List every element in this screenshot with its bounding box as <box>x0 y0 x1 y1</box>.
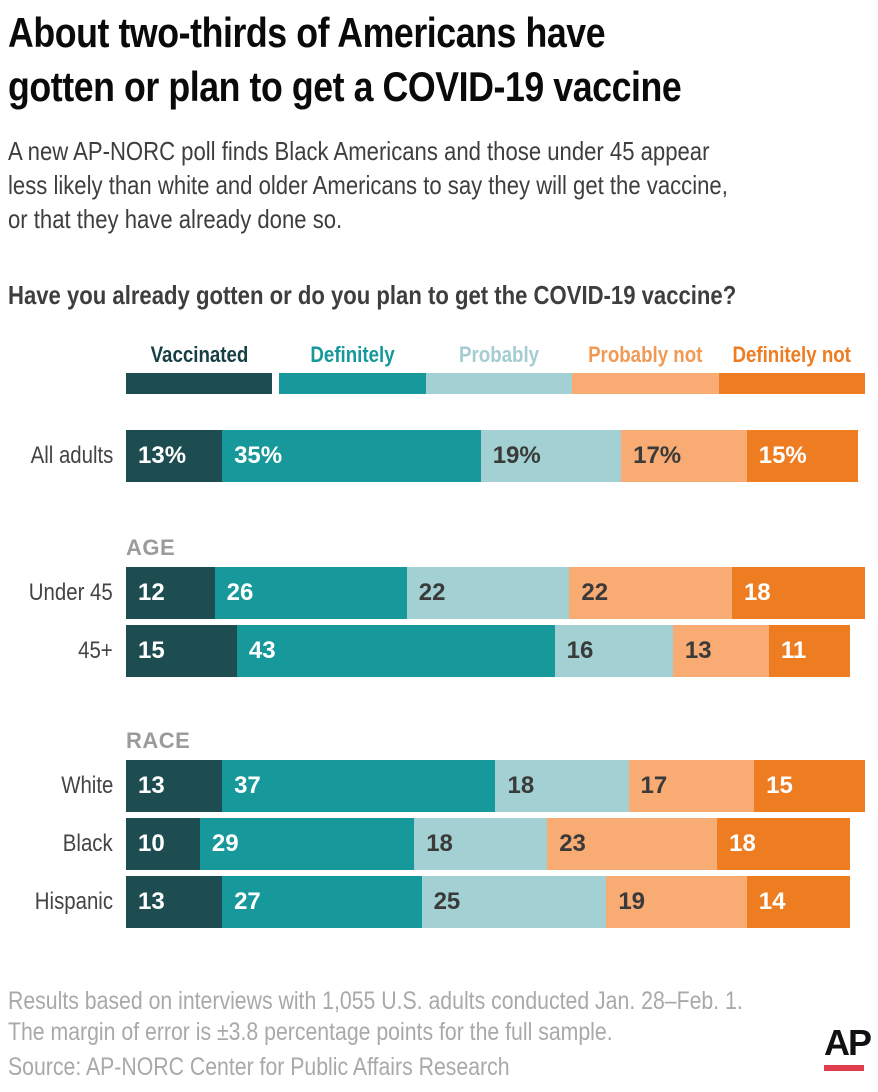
bar-segment: 18 <box>731 567 865 619</box>
bar-segment: 13 <box>672 625 769 677</box>
row-label: 45+ <box>78 637 113 664</box>
legend-label: Probably <box>458 342 540 367</box>
bar-segment: 17 <box>628 760 755 812</box>
bar-track: 10 29 18 23 18 <box>126 818 865 870</box>
bar-row: White 13 37 18 17 15 <box>8 760 865 812</box>
bar-segment: 13 <box>126 876 223 928</box>
bar-segment: 29 <box>199 818 415 870</box>
bar-segment: 14 <box>746 876 851 928</box>
ap-logo: AP <box>824 1022 872 1071</box>
legend-swatch <box>572 373 719 394</box>
bar-segment: 17% <box>621 430 747 482</box>
footnote-line-2: The margin of error is ±3.8 percentage p… <box>8 1018 613 1046</box>
bar-segment: 27 <box>222 876 422 928</box>
subtitle-line-1: A new AP-NORC poll finds Black Americans… <box>8 136 710 166</box>
bar-segment: 37 <box>222 760 496 812</box>
legend-swatch <box>279 373 426 394</box>
bar-segment: 16 <box>554 625 673 677</box>
legend-labels: Vaccinated Definitely Probably Probably not… <box>126 342 865 368</box>
chart-group: All adults 13% 35% 19% 17% 15% <box>8 430 865 482</box>
group-header: AGE <box>126 535 176 560</box>
bar-segment: 18 <box>414 818 548 870</box>
group-spacer <box>8 683 865 729</box>
bar-segment: 13 <box>126 760 223 812</box>
page-title-line-1: About two-thirds of Americans have <box>8 9 606 56</box>
chart-question: Have you already gotten or do you plan t… <box>8 280 737 310</box>
subtitle: A new AP-NORC poll finds Black Americans… <box>8 134 865 236</box>
bar-track: 13% 35% 19% 17% 15% <box>126 430 865 482</box>
bar-segment: 18 <box>717 818 851 870</box>
bar-segment: 19 <box>606 876 747 928</box>
bar-row: Under 45 12 26 22 22 18 <box>8 567 865 619</box>
chart-legend: Vaccinated Definitely Probably Probably not… <box>126 342 866 394</box>
group-header: RACE <box>126 728 191 753</box>
bar-segment: 22 <box>406 567 570 619</box>
group-spacer <box>8 488 865 536</box>
row-label: Hispanic <box>34 888 113 915</box>
row-label: Under 45 <box>29 579 113 606</box>
bar-segment: 35% <box>222 430 481 482</box>
footer: Results based on interviews with 1,055 U… <box>8 986 865 1083</box>
bar-segment: 23 <box>547 818 718 870</box>
bar-track: 13 27 25 19 14 <box>126 876 865 928</box>
subtitle-line-2: less likely than white and older America… <box>8 170 728 200</box>
row-label: Black <box>63 830 113 857</box>
legend-swatches <box>126 373 866 394</box>
bar-track: 15 43 16 13 11 <box>126 625 865 677</box>
row-label: White <box>60 772 113 799</box>
bar-segment: 18 <box>495 760 629 812</box>
bar-segment: 43 <box>236 625 555 677</box>
source-line: Source: AP-NORC Center for Public Affair… <box>8 1053 510 1081</box>
bar-segment: 12 <box>126 567 215 619</box>
bar-row: 45+ 15 43 16 13 11 <box>8 625 865 677</box>
ap-logo-underline <box>824 1065 864 1071</box>
bar-segment: 10 <box>126 818 200 870</box>
bar-track: 13 37 18 17 15 <box>126 760 865 812</box>
footnote-line-1: Results based on interviews with 1,055 U… <box>8 987 743 1015</box>
ap-logo-text: AP <box>824 1022 872 1063</box>
chart-group: AGE Under 45 12 26 22 22 18 45+ 15 43 16 13 11 <box>8 536 865 677</box>
bar-segment: 15 <box>754 760 865 812</box>
legend-swatch <box>425 373 573 394</box>
page-title: About two-thirds of Americans have gotte… <box>8 6 865 114</box>
chart-group: RACE White 13 37 18 17 15 Black 10 29 18 23 18 Hispan… <box>8 729 865 928</box>
page-title-line-2: gotten or plan to get a COVID-19 vaccine <box>8 63 682 110</box>
legend-label: Vaccinated <box>150 342 249 367</box>
bar-segment: 19% <box>480 430 622 482</box>
legend-label: Definitely <box>310 342 395 367</box>
row-label: All adults <box>30 442 113 469</box>
legend-label: Probably not <box>588 342 703 367</box>
bar-row: All adults 13% 35% 19% 17% 15% <box>8 430 865 482</box>
bar-segment: 15 <box>126 625 237 677</box>
chart-groups: All adults 13% 35% 19% 17% 15% AGE Under 45 12 26… <box>8 430 865 928</box>
legend-swatch <box>126 373 273 394</box>
legend-label: Definitely not <box>732 342 852 367</box>
bar-segment: 26 <box>214 567 407 619</box>
bar-row: Black 10 29 18 23 18 <box>8 818 865 870</box>
subtitle-line-3: or that they have already done so. <box>8 204 343 234</box>
bar-row: Hispanic 13 27 25 19 14 <box>8 876 865 928</box>
bar-segment: 13% <box>126 430 223 482</box>
bar-track: 12 26 22 22 18 <box>126 567 865 619</box>
legend-swatch <box>718 373 866 394</box>
bar-segment: 11 <box>768 625 851 677</box>
bar-segment: 22 <box>569 567 732 619</box>
bar-segment: 25 <box>421 876 607 928</box>
bar-segment: 15% <box>746 430 858 482</box>
